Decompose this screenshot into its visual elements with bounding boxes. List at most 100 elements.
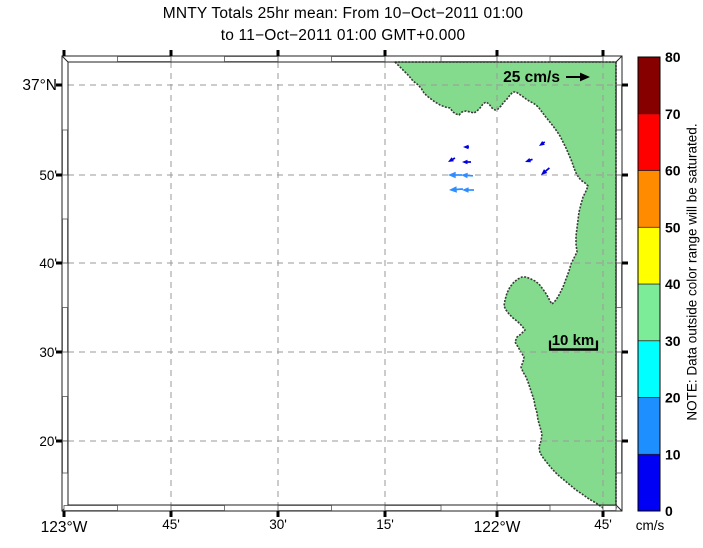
axis-labels: 123°W 45' 30' 15' 122°W 45' 37°N 50' 40' 30' 20' <box>22 77 611 536</box>
colorbar: 0 10 20 30 40 50 60 70 80 <box>637 49 681 519</box>
speed-reference-label: 25 cm/s <box>503 69 560 86</box>
colorbar-unit-label: cm/s <box>636 518 665 533</box>
frame-band-box <box>117 56 172 62</box>
colorbar-tick-label: 20 <box>665 390 681 406</box>
colorbar-tick-label: 40 <box>665 276 681 292</box>
map-frame <box>56 50 628 517</box>
land-polygon <box>394 61 617 509</box>
frame-band-box <box>62 440 68 474</box>
frame-band-box <box>277 505 332 511</box>
frame-band-box <box>224 56 279 62</box>
x-tick-mark <box>62 50 66 56</box>
y-tick-label: 37°N <box>22 77 57 94</box>
y-tick-label: 40' <box>39 256 57 271</box>
x-tick-label: 45' <box>162 517 180 532</box>
x-tick-label: 30' <box>269 517 287 532</box>
frame-outer <box>61 55 623 512</box>
speed-reference: 25 cm/s <box>503 69 590 86</box>
current-vectors <box>448 140 550 193</box>
y-tick-mark <box>622 350 628 354</box>
vector-head <box>463 144 469 150</box>
frame-band-box <box>62 129 68 176</box>
colorbar-tick-label: 0 <box>665 503 673 519</box>
frame-band-box <box>616 84 622 131</box>
x-tick-mark <box>169 50 173 56</box>
colorbar-tick-label: 70 <box>665 106 681 122</box>
x-tick-mark <box>169 511 173 517</box>
current-vector <box>541 167 550 175</box>
x-tick-mark <box>383 50 387 56</box>
colorbar-segment <box>637 283 661 342</box>
y-tick-mark <box>56 173 62 177</box>
colorbar-segment <box>637 226 661 285</box>
colorbar-tick-label: 10 <box>665 446 681 462</box>
vector-head <box>461 172 468 179</box>
y-tick-label: 50' <box>39 168 57 183</box>
frame-band-box <box>63 505 118 511</box>
colorbar-note: NOTE: Data outside color range will be s… <box>684 123 700 421</box>
frame-band-box <box>62 307 68 353</box>
colorbar-segment <box>637 397 661 455</box>
x-tick-mark <box>601 511 605 517</box>
current-vector <box>448 157 456 162</box>
y-tick-mark <box>56 350 62 354</box>
colorbar-segment <box>637 113 661 171</box>
x-tick-label: 123°W <box>41 519 88 536</box>
x-tick-mark <box>495 50 499 56</box>
y-tick-mark <box>56 261 62 265</box>
frame-band-box <box>170 505 225 511</box>
x-tick-mark <box>495 511 499 517</box>
speed-reference-arrow-icon <box>566 72 590 82</box>
y-tick-mark <box>622 439 628 443</box>
y-tick-label: 30' <box>39 345 57 360</box>
colorbar-tick-label: 80 <box>665 49 681 65</box>
frame-band-box <box>62 218 68 264</box>
colorbar-tick-label: 30 <box>665 333 681 349</box>
y-tick-mark <box>622 173 628 177</box>
colorbar-segment <box>637 56 661 115</box>
x-tick-mark <box>383 511 387 517</box>
x-tick-mark <box>601 50 605 56</box>
current-vector <box>462 159 471 165</box>
vector-head <box>541 169 548 175</box>
frame-band-box <box>602 505 617 511</box>
colorbar-border <box>637 56 661 512</box>
frame-band-box <box>549 56 604 62</box>
colorbar-segment <box>637 453 661 512</box>
frame-band-box <box>616 262 622 308</box>
frame-band-box <box>384 505 442 511</box>
x-tick-mark <box>276 511 280 517</box>
y-tick-mark <box>56 439 62 443</box>
frame-band-box <box>331 56 386 62</box>
x-tick-label: 122°W <box>474 519 521 536</box>
current-vector <box>449 186 464 193</box>
frame-band-box <box>616 440 622 474</box>
x-tick-label: 45' <box>594 517 612 532</box>
vector-head <box>462 159 468 165</box>
colorbar-tick-label: 50 <box>665 219 681 235</box>
y-tick-mark <box>622 261 628 265</box>
y-tick-label: 20' <box>39 434 57 449</box>
y-tick-mark <box>56 83 62 87</box>
current-vector <box>525 157 533 163</box>
frame-band-box <box>616 351 622 397</box>
vector-head <box>448 171 456 179</box>
y-tick-mark <box>622 83 628 87</box>
frame-band-box <box>62 396 68 442</box>
frame-inner <box>67 61 617 506</box>
graticule <box>68 62 616 505</box>
colorbar-tick-label: 60 <box>665 163 681 179</box>
x-tick-label: 15' <box>376 517 394 532</box>
frame-bevel <box>615 504 623 512</box>
vector-head <box>448 157 454 162</box>
figure-title-line-2: to 11−Oct−2011 01:00 GMT+0.000 <box>220 27 466 44</box>
current-vector <box>461 172 474 179</box>
frame-band-box <box>440 56 498 62</box>
current-vector <box>462 187 474 193</box>
current-vector <box>539 140 546 146</box>
scale-bar-label: 10 km <box>552 332 595 349</box>
current-vector <box>448 171 462 179</box>
current-vector <box>463 144 469 150</box>
scale-bar: 10 km <box>548 332 599 351</box>
